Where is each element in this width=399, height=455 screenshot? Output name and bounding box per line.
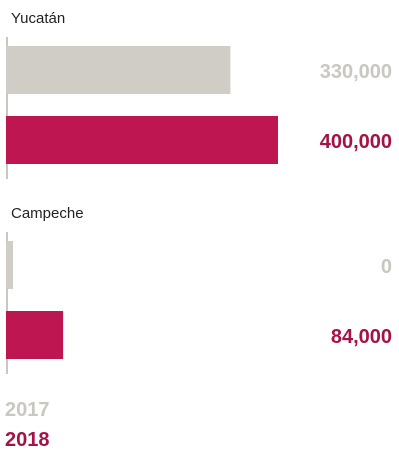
bar-yucatan-2018 (6, 116, 278, 164)
axis-line-campeche (6, 232, 8, 374)
value-label-campeche-2017: 0 (381, 256, 392, 278)
category-label-yucatan: Yucatán (11, 10, 65, 27)
value-label-campeche-2018: 84,000 (331, 326, 392, 348)
legend-2018: 2018 (5, 429, 50, 451)
bar-yucatan-2017 (6, 46, 231, 94)
legend-2017: 2017 (5, 399, 50, 421)
axis-line-yucatan (6, 37, 8, 179)
category-label-campeche: Campeche (11, 205, 84, 222)
bar-campeche-2017 (6, 241, 13, 289)
value-label-yucatan-2018: 400,000 (320, 131, 392, 153)
value-label-yucatan-2017: 330,000 (320, 61, 392, 83)
bar-campeche-2018 (6, 311, 64, 359)
